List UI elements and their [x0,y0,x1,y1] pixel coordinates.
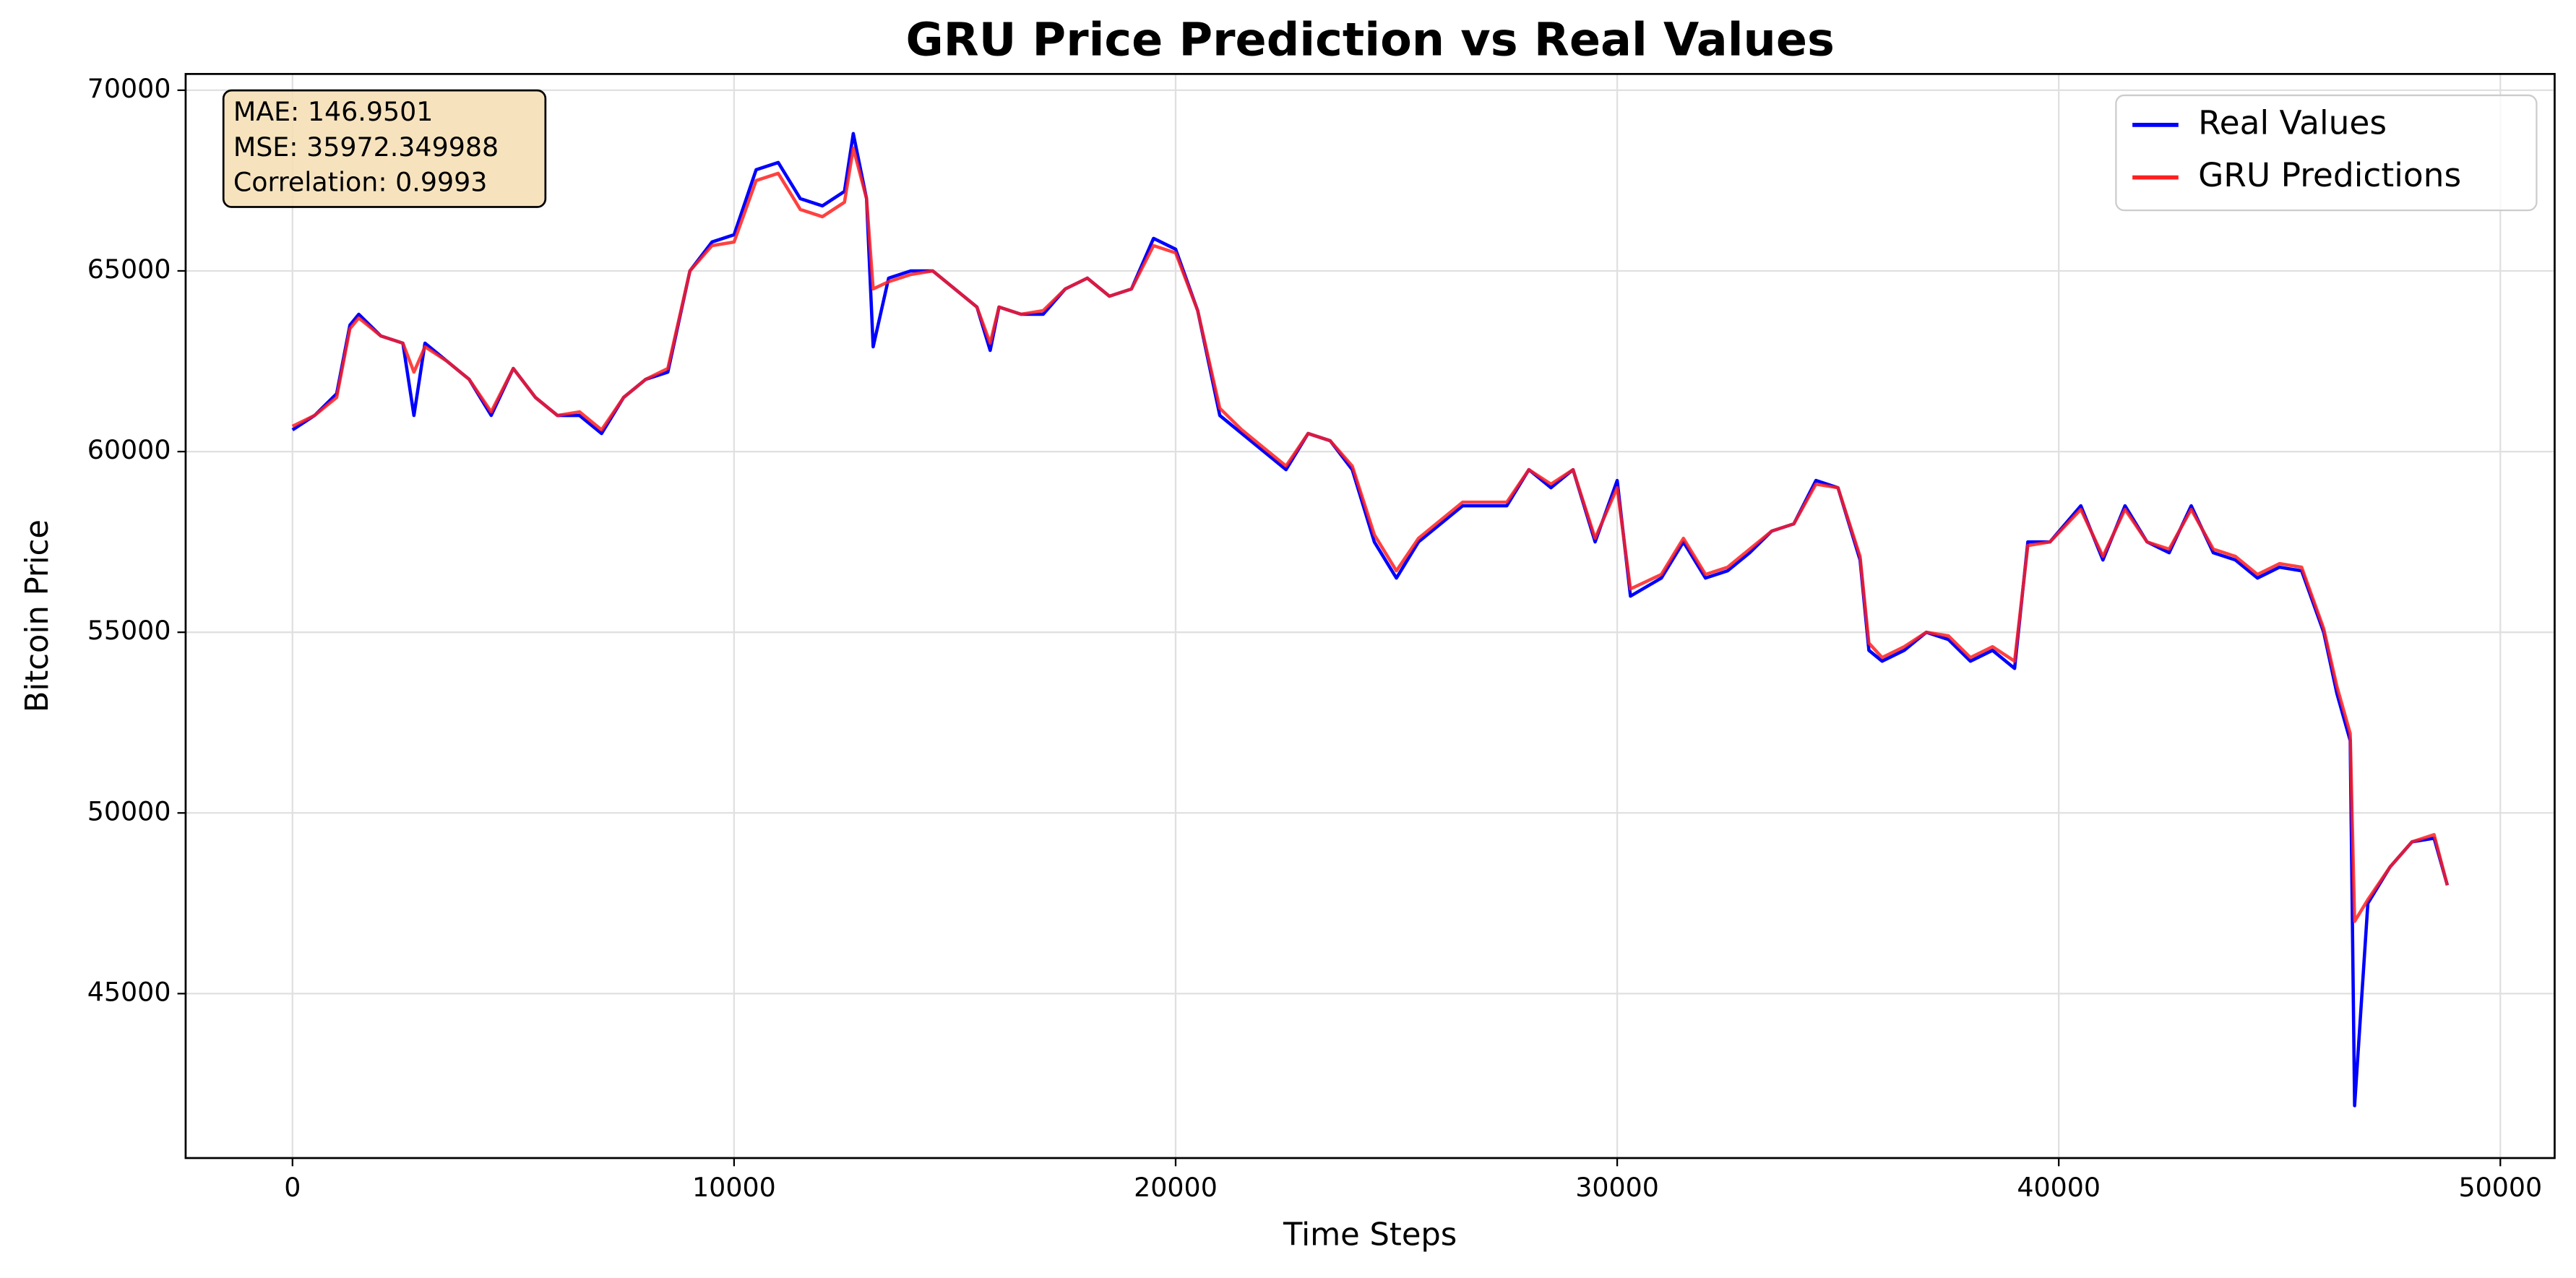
legend-label: GRU Predictions [2198,156,2461,194]
x-tick-label: 40000 [2017,1172,2101,1203]
x-axis-label: Time Steps [1283,1217,1457,1253]
x-tick-label: 20000 [1134,1172,1218,1203]
x-tick-label: 0 [284,1172,301,1203]
x-tick-label: 10000 [692,1172,776,1203]
annotation-text: MSE: 35972.349988 [233,131,499,163]
annotation-text: MAE: 146.9501 [233,96,434,127]
y-tick-label: 45000 [87,976,171,1007]
annotation-box [222,89,547,208]
y-tick-label: 60000 [87,434,171,465]
y-tick-label: 50000 [87,795,171,826]
chart-title: GRU Price Prediction vs Real Values [905,14,1834,67]
annotation-text: Correlation: 0.9993 [233,167,488,198]
y-axis-label: Bitcoin Price [20,519,56,712]
y-tick-label: 70000 [87,73,171,104]
x-tick-label: 30000 [1575,1172,1659,1203]
x-tick-label: 50000 [2458,1172,2542,1203]
y-tick-label: 65000 [87,254,171,285]
plot-frame [184,73,2556,1160]
series-line [291,146,2450,923]
legend-box [2115,94,2538,212]
series-line [291,131,2450,1108]
y-tick-label: 55000 [87,615,171,646]
legend-label: Real Values [2198,103,2387,142]
